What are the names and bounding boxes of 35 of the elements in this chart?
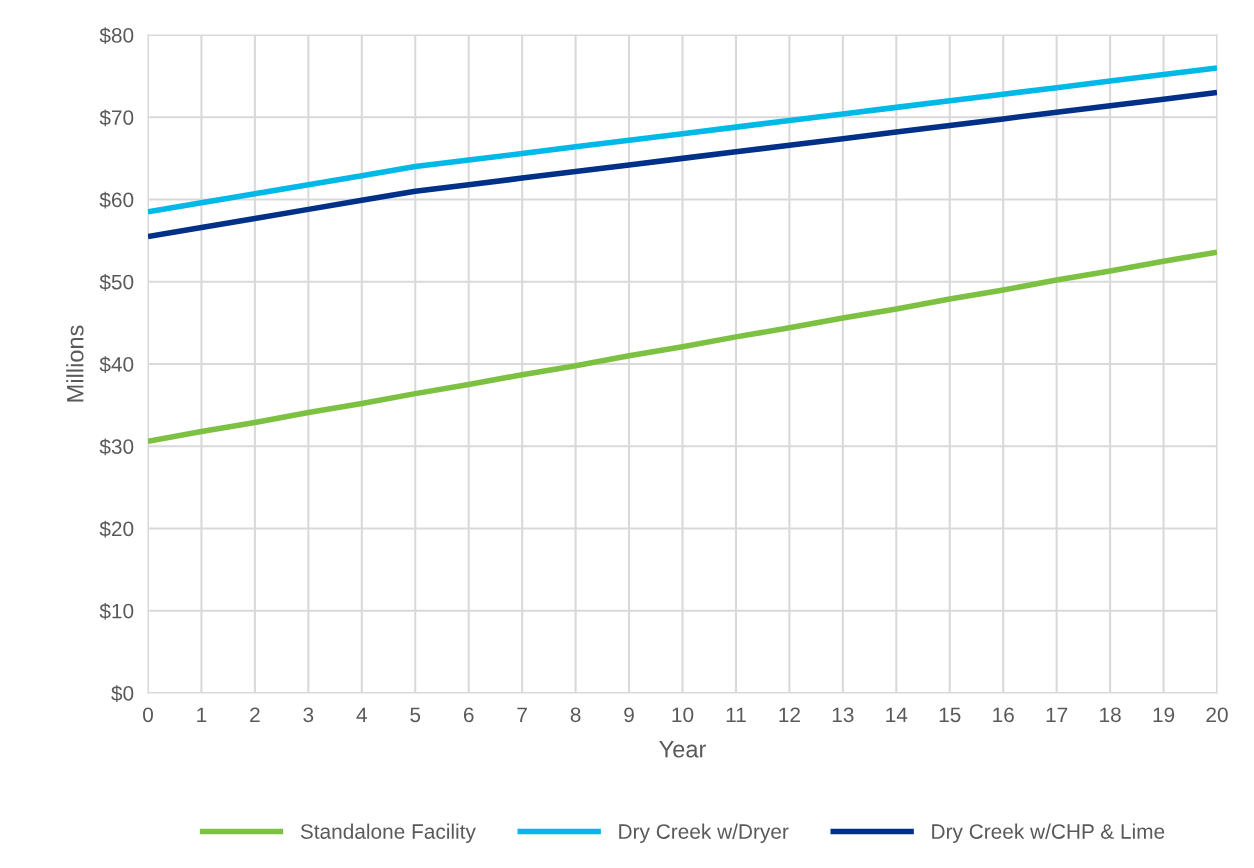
x-tick-label: 3 bbox=[303, 707, 314, 723]
x-tick-label: 19 bbox=[1153, 707, 1175, 723]
x-tick-label: 20 bbox=[1206, 707, 1228, 723]
x-tick-label: 16 bbox=[993, 707, 1014, 723]
x-tick-label: 6 bbox=[463, 707, 474, 723]
x-tick-label: 13 bbox=[832, 707, 854, 723]
x-axis-title: Year bbox=[659, 741, 706, 758]
x-tick-label: 10 bbox=[672, 707, 694, 723]
x-tick-label: 15 bbox=[939, 707, 961, 723]
y-tick-label: $50 bbox=[99, 273, 134, 291]
y-axis-title: Millions bbox=[66, 325, 84, 402]
x-tick-label: 0 bbox=[143, 707, 153, 723]
x-tick-label: 12 bbox=[779, 707, 800, 722]
x-tick-label: 2 bbox=[250, 707, 260, 722]
x-tick-label: 9 bbox=[624, 707, 634, 723]
y-tick-label: $20 bbox=[99, 520, 134, 538]
y-tick-label: $40 bbox=[99, 356, 134, 373]
y-tick-label: $60 bbox=[99, 191, 134, 209]
x-tick-label: 17 bbox=[1046, 707, 1068, 722]
x-tick-label: 18 bbox=[1100, 707, 1121, 723]
legend-label: Standalone Facility bbox=[300, 823, 476, 844]
x-tick-label: 8 bbox=[570, 707, 581, 723]
y-tick-label: $80 bbox=[99, 27, 134, 44]
y-tick-label: $70 bbox=[99, 109, 134, 127]
x-tick-label: 5 bbox=[410, 707, 421, 723]
x-tick-label: 14 bbox=[886, 707, 908, 722]
x-tick-label: 4 bbox=[356, 707, 367, 722]
y-tick-label: $10 bbox=[99, 602, 134, 620]
y-tick-label: $0 bbox=[111, 685, 134, 702]
x-tick-label: 7 bbox=[517, 707, 527, 722]
x-tick-label: 11 bbox=[726, 707, 746, 722]
x-tick-label: 1 bbox=[197, 707, 207, 722]
legend-label: Dry Creek w/CHP & Lime bbox=[932, 823, 1165, 844]
y-tick-label: $30 bbox=[99, 438, 134, 456]
legend-label: Dry Creek w/Dryer bbox=[619, 823, 789, 844]
